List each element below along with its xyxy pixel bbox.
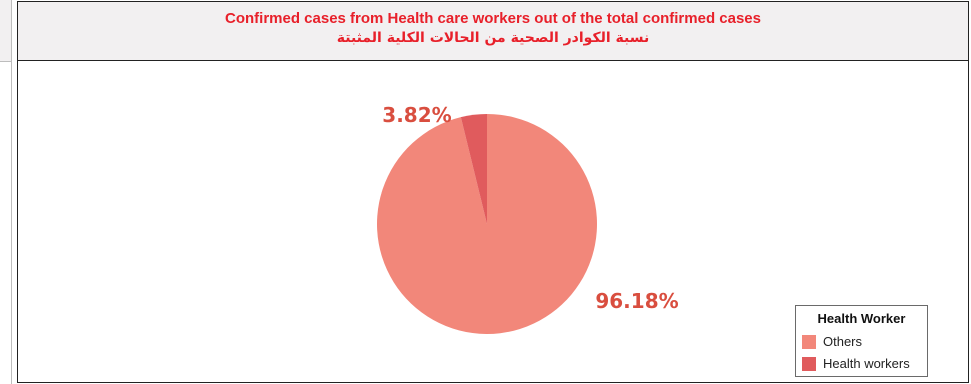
chart-legend: Health Worker Others Health workers bbox=[795, 305, 928, 377]
legend-swatch-others bbox=[802, 335, 816, 349]
data-label-health-workers: 3.82% bbox=[382, 103, 451, 127]
chart-title-arabic: نسبة الكوادر الصحية من الحالات الكلية ال… bbox=[336, 30, 650, 46]
adjacent-panel-header-strip bbox=[0, 0, 11, 62]
legend-swatch-health-workers bbox=[802, 357, 816, 371]
data-label-others: 96.18% bbox=[595, 289, 678, 313]
pie-slice-health-workers[interactable] bbox=[460, 114, 487, 224]
legend-title: Health Worker bbox=[817, 311, 906, 326]
chart-header: Confirmed cases from Health care workers… bbox=[18, 2, 968, 61]
adjacent-panel-edge bbox=[0, 0, 12, 384]
chart-title-english: Confirmed cases from Health care workers… bbox=[225, 10, 761, 27]
pie-slice-others[interactable] bbox=[377, 114, 598, 334]
legend-label-others: Others bbox=[823, 334, 863, 349]
pie-chart: 96.18% 3.82% bbox=[377, 103, 679, 334]
legend-label-health-workers: Health workers bbox=[823, 356, 910, 371]
